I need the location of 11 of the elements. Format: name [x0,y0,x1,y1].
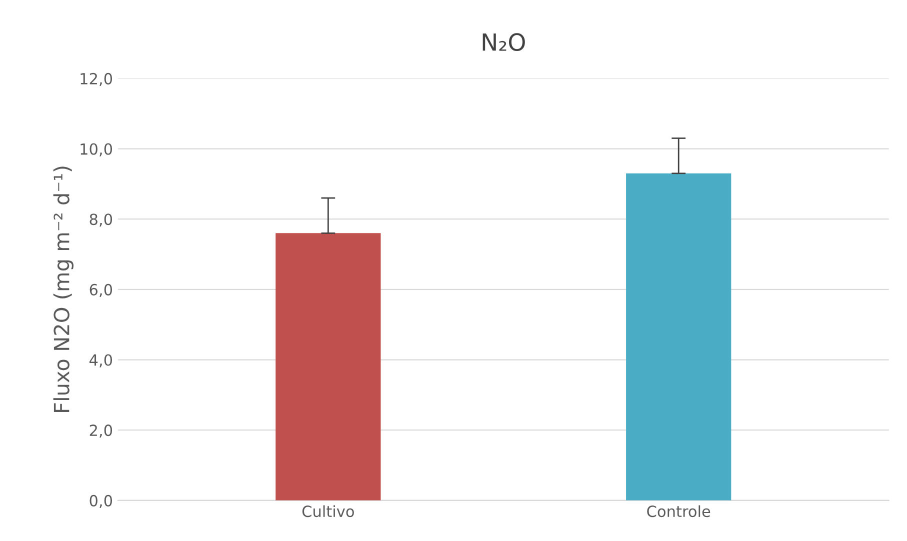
y-tick-label: 8,0 [90,214,112,227]
y-tick-label: 10,0 [80,143,112,156]
y-tick-label: 4,0 [90,354,112,368]
y-tick-label: 12,0 [80,72,112,86]
chart-title: N₂O [482,33,525,52]
y-tick-label: 0,0 [90,494,112,508]
y-tick-label: 6,0 [90,284,112,298]
y-axis-title: Fluxo N2O (mg m⁻² d⁻¹) [53,166,74,412]
x-tick-label: Controle [647,505,710,518]
y-tick-label: 2,0 [90,424,112,438]
x-tick-label: Cultivo [302,505,354,518]
